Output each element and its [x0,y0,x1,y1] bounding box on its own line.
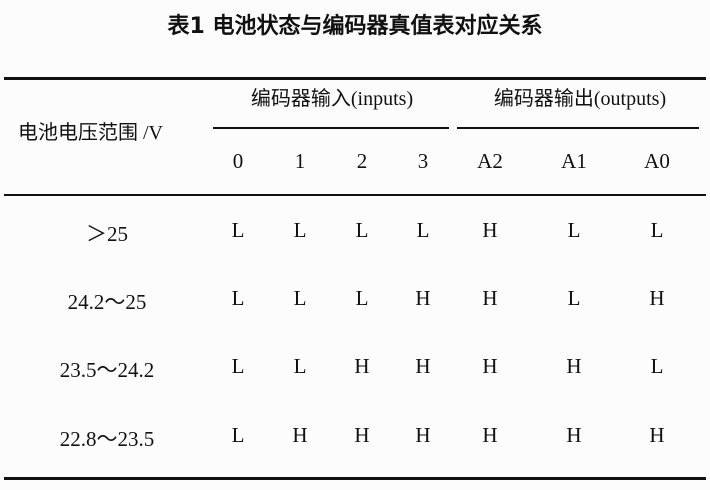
table-cell: H [649,286,665,310]
table-title: 表1 电池状态与编码器真值表对应关系 [167,14,543,39]
column-header: 3 [417,149,429,173]
table-cell: H [415,354,431,378]
table-cell: H [566,354,582,378]
table-cell: L [293,354,307,378]
inputs-group-header: 编码器输入(inputs) [250,88,414,110]
table-cell: L [293,286,307,310]
table-cell: H [354,423,370,447]
table-cell: H [649,423,665,447]
outputs-rule [457,127,699,129]
table-cell: H [482,354,498,378]
table-cell: L [355,286,369,310]
outputs-group-header: 编码器输出(outputs) [493,88,667,110]
table-cell: H [566,423,582,447]
table-cell: L [650,354,664,378]
column-header: 0 [232,149,244,173]
table-cell: L [231,423,245,447]
row-header: 电池电压范围 /V [18,122,163,144]
column-header: A1 [561,149,587,173]
table-cell: L [293,218,307,242]
table-cell: L [416,218,430,242]
table-cell: L [231,218,245,242]
top-rule [4,77,706,80]
table-cell: L [231,286,245,310]
table-cell: H [354,354,370,378]
bottom-rule [4,477,706,480]
column-header: A2 [477,149,503,173]
table-cell: L [650,218,664,242]
table-cell: L [567,286,581,310]
voltage-range: 22.8～23.5 [59,427,155,451]
column-header: 1 [294,149,306,173]
table-cell: H [415,286,431,310]
header-rule [4,194,706,196]
table-cell: H [292,423,308,447]
voltage-range: ＞25 [86,222,128,246]
table-cell: L [231,354,245,378]
column-header: 2 [356,149,368,173]
column-header: A0 [644,149,670,173]
table-cell: H [482,423,498,447]
voltage-range: 23.5～24.2 [59,358,155,382]
table-cell: L [567,218,581,242]
table-cell: H [482,286,498,310]
table-cell: H [415,423,431,447]
table-cell: H [482,218,498,242]
voltage-range: 24.2～25 [67,290,147,314]
table-cell: L [355,218,369,242]
inputs-rule [213,127,449,129]
